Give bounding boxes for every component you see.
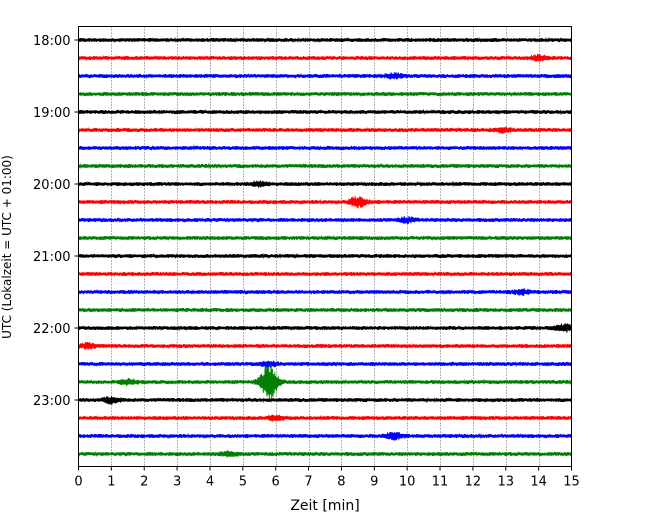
trace-2130 — [78, 288, 572, 296]
trace-2230 — [78, 360, 572, 369]
trace-1900 — [78, 108, 572, 116]
x-tick-label: 15 — [563, 475, 580, 490]
x-axis-ticks: 0 1 2 3 4 5 6 7 8 9 10 11 12 13 14 15 — [74, 466, 580, 490]
trace-2030 — [78, 216, 572, 224]
trace-lines — [78, 36, 572, 458]
trace-1930 — [78, 144, 572, 152]
trace-2000 — [78, 180, 572, 188]
x-tick-label: 5 — [239, 475, 247, 490]
x-tick-label: 10 — [399, 475, 416, 490]
x-tick-label: 0 — [74, 475, 82, 490]
trace-2100 — [78, 252, 572, 260]
y-tick-label: 18:00 — [33, 34, 70, 49]
x-tick-label: 1 — [107, 475, 115, 490]
x-tick-label: 13 — [497, 475, 514, 490]
y-axis-label: UTC (Lokalzeit = UTC + 01:00) — [0, 155, 14, 339]
x-tick-label: 8 — [337, 475, 345, 490]
x-tick-label: 4 — [206, 475, 214, 490]
trace-2015 — [78, 196, 572, 209]
trace-2045 — [78, 234, 572, 242]
y-tick-label: 21:00 — [33, 250, 70, 265]
trace-1915 — [78, 126, 572, 134]
x-tick-label: 7 — [304, 475, 312, 490]
trace-2300 — [78, 396, 572, 405]
trace-2215 — [78, 341, 572, 350]
x-tick-label: 14 — [530, 475, 547, 490]
trace-1815 — [78, 54, 572, 62]
vertical-grid — [111, 26, 540, 467]
trace-2200 — [78, 323, 572, 333]
y-tick-label: 20:00 — [33, 178, 70, 193]
trace-2345 — [78, 450, 572, 458]
trace-1845 — [78, 91, 572, 98]
x-tick-label: 6 — [272, 475, 280, 490]
trace-2245 — [78, 364, 572, 400]
trace-2330 — [78, 431, 572, 441]
y-tick-label: 22:00 — [33, 322, 70, 337]
x-tick-label: 3 — [173, 475, 181, 490]
x-tick-label: 2 — [140, 475, 148, 490]
x-tick-label: 11 — [432, 475, 449, 490]
y-axis-ticks: 18:00 19:00 20:00 21:00 22:00 23:00 — [33, 34, 79, 409]
trace-1800 — [78, 36, 572, 44]
y-tick-label: 23:00 — [33, 394, 70, 409]
trace-2145 — [78, 306, 572, 314]
trace-1945 — [78, 162, 572, 170]
trace-2315 — [78, 414, 572, 422]
trace-1830 — [78, 72, 572, 80]
x-tick-label: 9 — [370, 475, 378, 490]
trace-2115 — [78, 270, 572, 278]
plot-frame — [78, 26, 572, 467]
x-tick-label: 12 — [465, 475, 482, 490]
y-tick-label: 19:00 — [33, 106, 70, 121]
x-axis-label: Zeit [min] — [290, 498, 359, 514]
